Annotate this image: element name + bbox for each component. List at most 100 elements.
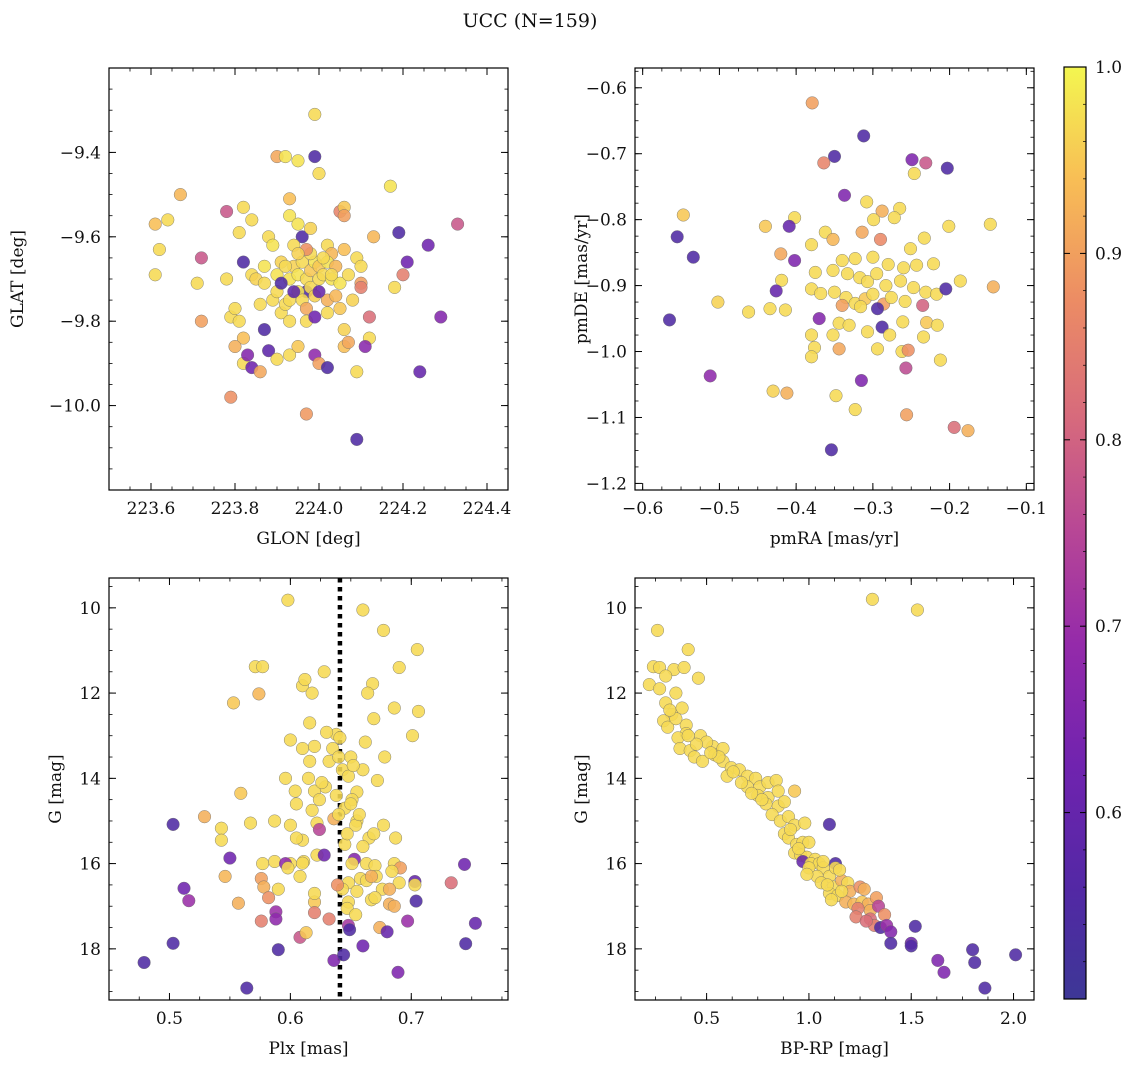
data-point: [266, 238, 280, 252]
data-point: [412, 704, 426, 718]
data-point: [897, 261, 911, 275]
data-point: [220, 272, 234, 286]
data-point: [320, 361, 334, 375]
data-point: [308, 739, 322, 753]
data-point: [296, 856, 310, 870]
data-point: [920, 316, 934, 330]
data-point: [378, 750, 392, 764]
x-tick-label: 0.6: [277, 1009, 304, 1029]
data-point: [322, 912, 336, 926]
data-point: [983, 217, 997, 231]
data-point: [826, 328, 840, 342]
x-axis-label: GLON [deg]: [256, 529, 360, 549]
data-point: [726, 765, 740, 779]
y-tick-label: −9.8: [60, 312, 101, 332]
y-axis-label: pmDE [mas/yr]: [572, 214, 592, 344]
data-point: [315, 776, 329, 790]
data-point: [434, 310, 448, 324]
data-point: [792, 842, 806, 856]
data-point: [703, 369, 717, 383]
data-point: [820, 878, 834, 892]
data-point: [288, 784, 302, 798]
x-axis-label: BP-RP [mag]: [780, 1039, 889, 1059]
x-tick-label: 0.5: [693, 1009, 720, 1029]
data-point: [302, 771, 316, 785]
plot-area: [635, 68, 1034, 490]
y-tick-label: 18: [605, 940, 627, 960]
data-point: [691, 671, 705, 685]
x-tick-label: 224.0: [295, 499, 344, 519]
data-point: [194, 314, 208, 328]
data-point: [711, 295, 725, 309]
data-point: [329, 289, 343, 303]
x-tick-label: 0.5: [156, 1009, 183, 1029]
data-point: [870, 267, 884, 281]
data-point: [333, 276, 347, 290]
data-point: [861, 275, 875, 289]
data-point: [900, 408, 914, 422]
data-point: [865, 592, 879, 606]
data-point: [805, 96, 819, 110]
data-point: [262, 344, 276, 358]
x-tick-label: 0.7: [398, 1009, 425, 1029]
x-tick-label: 1.0: [795, 1009, 822, 1029]
data-point: [930, 318, 944, 332]
data-point: [361, 686, 375, 700]
x-tick-label: −0.5: [699, 499, 740, 519]
y-tick-label: 14: [79, 769, 101, 789]
colorbar-fill: [1064, 67, 1086, 999]
data-point: [354, 280, 368, 294]
data-point: [826, 263, 840, 277]
data-point: [231, 896, 245, 910]
data-point: [308, 906, 322, 920]
data-point: [367, 712, 381, 726]
data-point: [879, 279, 893, 293]
data-point: [896, 315, 910, 329]
colorbar-tick-label: 0.7: [1095, 617, 1122, 637]
data-point: [742, 305, 756, 319]
data-point: [268, 855, 282, 869]
data-point: [312, 285, 326, 299]
data-point: [854, 300, 868, 314]
data-point: [677, 661, 691, 675]
data-point: [291, 154, 305, 168]
data-point: [256, 857, 270, 871]
data-point: [383, 882, 397, 896]
data-point: [871, 302, 885, 316]
data-point: [337, 323, 351, 337]
data-point: [337, 242, 351, 256]
data-point: [898, 294, 912, 308]
data-point: [271, 882, 285, 896]
data-point: [316, 251, 330, 265]
data-point: [835, 884, 849, 898]
data-point: [283, 209, 297, 223]
data-point: [392, 661, 406, 675]
data-point: [884, 925, 898, 939]
data-point: [389, 831, 403, 845]
data-point: [305, 686, 319, 700]
data-point: [824, 443, 838, 457]
y-tick-label: −0.8: [586, 211, 627, 231]
data-point: [826, 232, 840, 246]
data-point: [917, 231, 931, 245]
data-point: [777, 795, 791, 809]
y-tick-label: −0.9: [586, 277, 627, 297]
data-point: [778, 303, 792, 317]
data-point: [325, 268, 339, 282]
data-point: [704, 746, 718, 760]
data-point: [364, 869, 378, 883]
y-tick-label: 10: [605, 599, 627, 619]
data-point: [961, 424, 975, 438]
data-point: [905, 153, 919, 167]
data-point: [283, 733, 297, 747]
data-point: [337, 209, 351, 223]
data-point: [824, 893, 838, 907]
data-point: [899, 361, 913, 375]
data-point: [871, 342, 885, 356]
data-point: [299, 407, 313, 421]
data-point: [253, 297, 267, 311]
data-point: [663, 313, 677, 327]
data-point: [332, 808, 346, 822]
data-point: [253, 365, 267, 379]
data-point: [907, 281, 921, 295]
